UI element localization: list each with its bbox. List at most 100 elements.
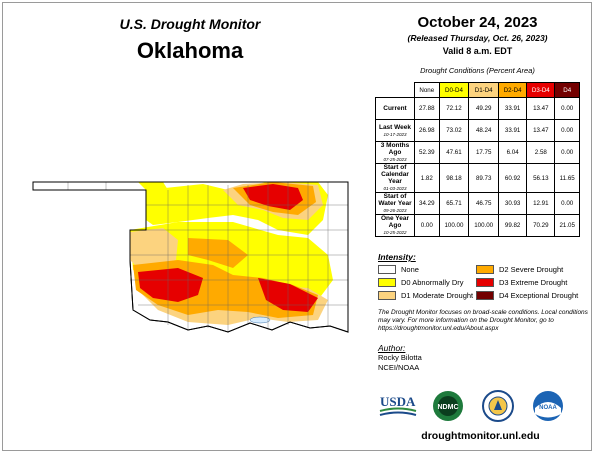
- cell: 47.61: [438, 141, 470, 164]
- partner-logos: USDA NDMC NOAA: [379, 390, 563, 422]
- cell: 60.92: [498, 163, 528, 193]
- legend-item: D2 Severe Drought: [476, 265, 581, 274]
- legend-swatch: [378, 291, 396, 300]
- cell: 48.24: [468, 119, 500, 142]
- col-d1-d4: D1-D4: [468, 82, 500, 98]
- drought-monitor-note: The Drought Monitor focuses on broad-sca…: [378, 309, 588, 332]
- legend-item: D4 Exceptional Drought: [476, 291, 581, 300]
- drought-map: [32, 181, 349, 333]
- cell: 30.93: [498, 192, 528, 215]
- cell: 56.13: [526, 163, 556, 193]
- row-label: Start of Water Year 09-26-2023: [375, 192, 415, 215]
- cell: 26.98: [414, 119, 440, 142]
- cell: 17.75: [468, 141, 500, 164]
- cell: 52.39: [414, 141, 440, 164]
- cell: 13.47: [526, 97, 556, 120]
- row-label: Last Week 10-17-2023: [375, 119, 415, 142]
- author-name: Rocky Bilotta: [378, 353, 422, 362]
- monitor-subtitle: U.S. Drought Monitor: [119, 16, 261, 32]
- oklahoma-border: [32, 181, 349, 333]
- svg-text:NOAA: NOAA: [539, 405, 557, 411]
- svg-text:USDA: USDA: [380, 394, 416, 409]
- d3-region-southwest: [138, 268, 203, 302]
- website-link[interactable]: droughtmonitor.unl.edu: [421, 430, 540, 442]
- ndmc-logo: NDMC: [433, 391, 463, 421]
- col-d4: D4: [554, 82, 580, 98]
- cell: 0.00: [554, 192, 580, 215]
- valid-time: Valid 8 a.m. EDT: [442, 46, 513, 56]
- legend-item: None: [378, 265, 476, 274]
- table-row: Last Week 10-17-2023 26.98 73.02 48.24 33…: [375, 119, 580, 142]
- cell: 27.88: [414, 97, 440, 120]
- cell: 33.91: [498, 119, 528, 142]
- table-row: One Year Ago 10-25-2022 0.00 100.00 100.0…: [375, 214, 580, 237]
- cell: 0.00: [554, 97, 580, 120]
- cell: 21.05: [554, 214, 580, 237]
- cell: 0.00: [554, 119, 580, 142]
- table-row: Current 27.88 72.12 49.29 33.91 13.47 0.…: [375, 97, 580, 120]
- cell: 100.00: [438, 214, 470, 237]
- cell: 49.29: [468, 97, 500, 120]
- svg-text:NDMC: NDMC: [438, 404, 459, 411]
- d2-region-central: [188, 238, 248, 268]
- legend-swatch: [378, 278, 396, 287]
- cell: 89.73: [468, 163, 500, 193]
- cell: 0.00: [414, 214, 440, 237]
- usda-seal-logo: [482, 390, 514, 422]
- cell: 70.29: [526, 214, 556, 237]
- county-lines: [33, 182, 348, 332]
- cell: 100.00: [468, 214, 500, 237]
- cell: 2.58: [526, 141, 556, 164]
- cell: 99.82: [498, 214, 528, 237]
- cell: 13.47: [526, 119, 556, 142]
- release-date: (Released Thursday, Oct. 26, 2023): [407, 33, 548, 43]
- cell: 12.91: [526, 192, 556, 215]
- lake-texoma: [249, 316, 271, 324]
- cell: 46.75: [468, 192, 500, 215]
- intensity-legend: Intensity: None D2 Severe Drought D0 Abn…: [378, 252, 583, 300]
- d0-region-panhandle: [138, 182, 168, 190]
- d1-region-west: [130, 228, 178, 268]
- title-block: U.S. Drought Monitor Oklahoma: [90, 16, 290, 64]
- cell: 72.12: [438, 97, 470, 120]
- cell: 98.18: [438, 163, 470, 193]
- cell: 65.71: [438, 192, 470, 215]
- table-header-row: None D0-D4 D1-D4 D2-D4 D3-D4 D4: [376, 82, 580, 98]
- legend-swatch: [476, 278, 494, 287]
- col-d3-d4: D3-D4: [526, 82, 556, 98]
- row-label: 3 Months Ago 07-25-2023: [375, 141, 415, 164]
- legend-swatch: [476, 265, 494, 274]
- page-frame: [2, 2, 592, 451]
- drought-conditions-table: None D0-D4 D1-D4 D2-D4 D3-D4 D4 Current …: [375, 82, 580, 237]
- cell: 6.04: [498, 141, 528, 164]
- author-org: NCEI/NOAA: [378, 363, 420, 372]
- usda-logo: USDA: [379, 394, 417, 416]
- row-label: Current: [375, 97, 415, 120]
- map-date: October 24, 2023: [417, 14, 538, 31]
- cell: 73.02: [438, 119, 470, 142]
- table-row: Start of Calendar Year 01-03-2023 1.82 98…: [375, 163, 580, 193]
- cell: 11.65: [554, 163, 580, 193]
- row-label: Start of Calendar Year 01-03-2023: [375, 163, 415, 193]
- author-block: Author: Rocky Bilotta NCEI/NOAA: [378, 343, 422, 373]
- col-d2-d4: D2-D4: [498, 82, 528, 98]
- cell: 33.91: [498, 97, 528, 120]
- cell: 1.82: [414, 163, 440, 193]
- table-title: Drought Conditions (Percent Area): [420, 66, 535, 75]
- legend-swatch: [476, 291, 494, 300]
- legend-swatch: [378, 265, 396, 274]
- row-label: One Year Ago 10-25-2022: [375, 214, 415, 237]
- noaa-logo: NOAA: [533, 391, 563, 421]
- cell: 34.29: [414, 192, 440, 215]
- state-title: Oklahoma: [136, 38, 244, 63]
- table-row: Start of Water Year 09-26-2023 34.29 65.7…: [375, 192, 580, 215]
- corner-cell: [376, 83, 415, 98]
- cell: 0.00: [554, 141, 580, 164]
- legend-item: D1 Moderate Drought: [378, 291, 476, 300]
- legend-title: Intensity:: [378, 252, 416, 262]
- table-row: 3 Months Ago 07-25-2023 52.39 47.61 17.75…: [375, 141, 580, 164]
- info-panel: October 24, 2023 (Released Thursday, Oct…: [375, 14, 580, 75]
- col-d0-d4: D0-D4: [438, 82, 470, 98]
- col-none: None: [414, 82, 440, 98]
- author-heading: Author:: [378, 343, 406, 353]
